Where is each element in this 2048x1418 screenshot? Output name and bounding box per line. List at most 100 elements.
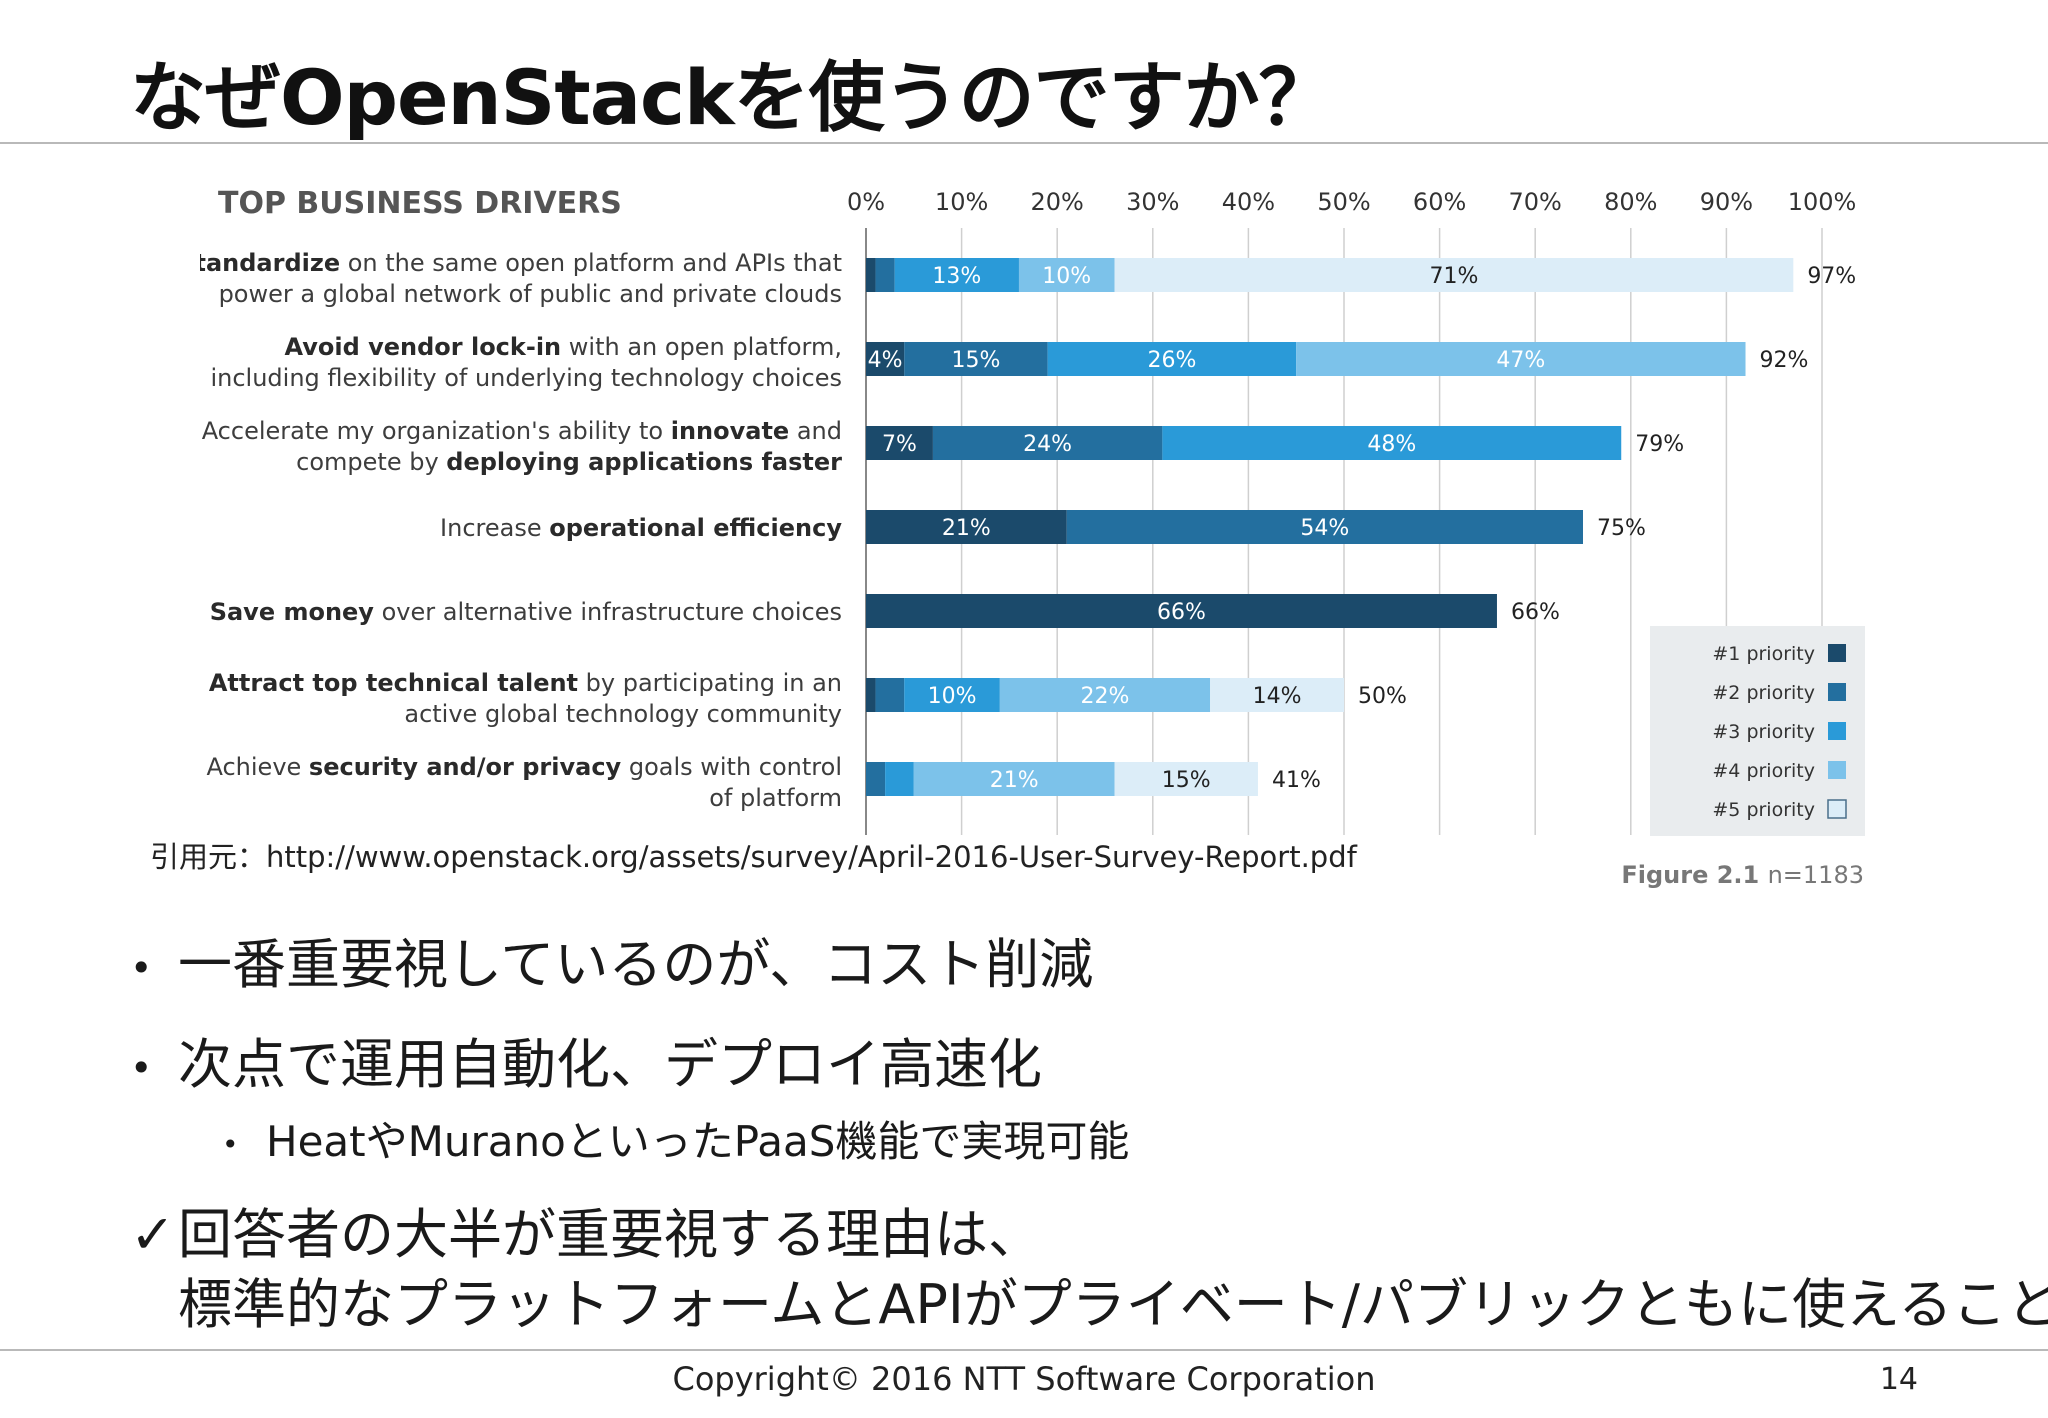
segment-value-label: 15%	[951, 348, 1000, 373]
segment-value-label: 26%	[1147, 348, 1196, 373]
bar-segment	[875, 678, 905, 712]
legend-label: #3 priority	[1712, 721, 1815, 743]
check-line-1: ✓回答者の大半が重要視する理由は、	[130, 1190, 1042, 1269]
check-line-2: 標準的なプラットフォームとAPIがプライベート/パブリックともに使えること	[178, 1260, 2048, 1339]
check-text-2: 標準的なプラットフォームとAPIがプライベート/パブリックともに使えること	[178, 1273, 2048, 1336]
bar-segment	[1114, 762, 1258, 796]
bar-segment	[904, 342, 1048, 376]
x-tick-label: 100%	[1788, 188, 1857, 216]
legend-swatch	[1828, 761, 1846, 779]
legend-label: #5 priority	[1712, 799, 1815, 821]
segment-value-label: 66%	[1157, 600, 1206, 625]
sub-bullet-item: • HeatやMuranoといったPaaS機能で実現可能	[222, 1108, 1129, 1169]
bar-segment	[1162, 426, 1622, 460]
segment-value-label: 7%	[882, 432, 917, 457]
check-text-1: 回答者の大半が重要視する理由は、	[178, 1203, 1042, 1266]
category-label: including flexibility of underlying tech…	[210, 364, 842, 392]
legend-swatch	[1828, 644, 1846, 662]
category-label: Achieve security and/or privacy goals wi…	[206, 753, 842, 781]
legend-swatch	[1827, 799, 1847, 819]
category-label: Standardize on the same open platform an…	[200, 249, 842, 277]
bar-segment	[885, 762, 914, 796]
category-label: Attract top technical talent by particip…	[209, 669, 842, 697]
bar-segment	[1018, 258, 1115, 292]
bar-segment	[866, 678, 876, 712]
bullet-item: • 次点で運用自動化、デプロイ高速化	[130, 1020, 1042, 1099]
bar-total-label: 92%	[1760, 348, 1809, 373]
x-tick-label: 70%	[1509, 188, 1562, 216]
bar-segment	[894, 258, 1019, 292]
bar-segment	[866, 762, 886, 796]
bullet-dot: •	[130, 1046, 153, 1091]
segment-value-label: 14%	[1253, 684, 1302, 709]
segment-value-label: 10%	[1042, 264, 1091, 289]
x-tick-label: 60%	[1413, 188, 1466, 216]
copyright: Copyright© 2016 NTT Software Corporation	[672, 1360, 1376, 1398]
segment-value-label: 54%	[1300, 516, 1349, 541]
bar-segment	[875, 258, 895, 292]
bullet-dot: •	[130, 946, 153, 991]
legend-swatch	[1828, 722, 1846, 740]
segment-value-label: 48%	[1367, 432, 1416, 457]
page-number: 14	[1879, 1362, 1918, 1397]
legend-label: #4 priority	[1712, 760, 1815, 782]
bar-total-label: 97%	[1807, 264, 1856, 289]
bar-segment	[999, 678, 1211, 712]
x-tick-label: 40%	[1222, 188, 1275, 216]
bar-segment	[866, 426, 933, 460]
bar-segment	[1066, 510, 1583, 544]
bullet-text: 次点で運用自動化、デプロイ高速化	[178, 1033, 1042, 1096]
bar-segment	[866, 258, 876, 292]
bar-segment	[1296, 342, 1746, 376]
bullet-item: • 一番重要視しているのが、コスト削減	[130, 920, 1093, 999]
bar-segment	[1114, 258, 1794, 292]
check-icon: ✓	[130, 1203, 176, 1266]
category-label: of platform	[709, 784, 842, 812]
category-label: Increase operational efficiency	[440, 514, 842, 542]
segment-value-label: 21%	[942, 516, 991, 541]
category-label: Save money over alternative infrastructu…	[210, 598, 842, 626]
x-tick-label: 90%	[1700, 188, 1753, 216]
legend-swatch	[1828, 683, 1846, 701]
legend-label: #2 priority	[1712, 682, 1815, 704]
bar-segment	[866, 510, 1067, 544]
chart-title: TOP BUSINESS DRIVERS	[218, 186, 622, 221]
category-label: Accelerate my organization's ability to …	[202, 417, 842, 445]
bar-total-label: 41%	[1272, 768, 1321, 793]
bar-segment	[866, 342, 905, 376]
x-tick-label: 50%	[1317, 188, 1370, 216]
bar-total-label: 79%	[1635, 432, 1684, 457]
bar-total-label: 50%	[1358, 684, 1407, 709]
segment-value-label: 21%	[990, 768, 1039, 793]
category-label: power a global network of public and pri…	[219, 280, 842, 308]
bullet-dot: •	[222, 1128, 239, 1161]
bullet-text: 一番重要視しているのが、コスト削減	[178, 933, 1094, 996]
title-divider	[0, 142, 2048, 144]
category-label: active global technology community	[404, 700, 842, 728]
bar-segment	[866, 594, 1497, 628]
bar-segment	[1210, 678, 1344, 712]
bar-segment	[1047, 342, 1297, 376]
figure-caption: Figure 2.1 n=1183	[1621, 861, 1864, 889]
source-citation: 引用元：http://www.openstack.org/assets/surv…	[150, 840, 1357, 874]
x-tick-label: 30%	[1126, 188, 1179, 216]
category-label: compete by deploying applications faster	[296, 448, 842, 476]
bar-total-label: 75%	[1597, 516, 1646, 541]
slide-title: なぜOpenStackを使うのですか？	[130, 53, 1335, 142]
sub-bullet-text: HeatやMuranoといったPaaS機能で実現可能	[266, 1117, 1130, 1166]
segment-value-label: 15%	[1162, 768, 1211, 793]
segment-value-label: 71%	[1429, 264, 1478, 289]
x-tick-label: 0%	[847, 188, 885, 216]
segment-value-label: 4%	[868, 348, 903, 373]
bar-segment	[932, 426, 1163, 460]
bar-segment	[904, 678, 1000, 712]
segment-value-label: 24%	[1023, 432, 1072, 457]
segment-value-label: 13%	[932, 264, 981, 289]
legend-label: #1 priority	[1712, 643, 1815, 665]
x-tick-label: 10%	[935, 188, 988, 216]
segment-value-label: 10%	[928, 684, 977, 709]
business-drivers-chart: TOP BUSINESS DRIVERS 0% 10% 20% 30% 40% 50% 60%…	[200, 186, 1865, 889]
segment-value-label: 47%	[1496, 348, 1545, 373]
x-tick-label: 20%	[1031, 188, 1084, 216]
x-tick-label: 80%	[1604, 188, 1657, 216]
